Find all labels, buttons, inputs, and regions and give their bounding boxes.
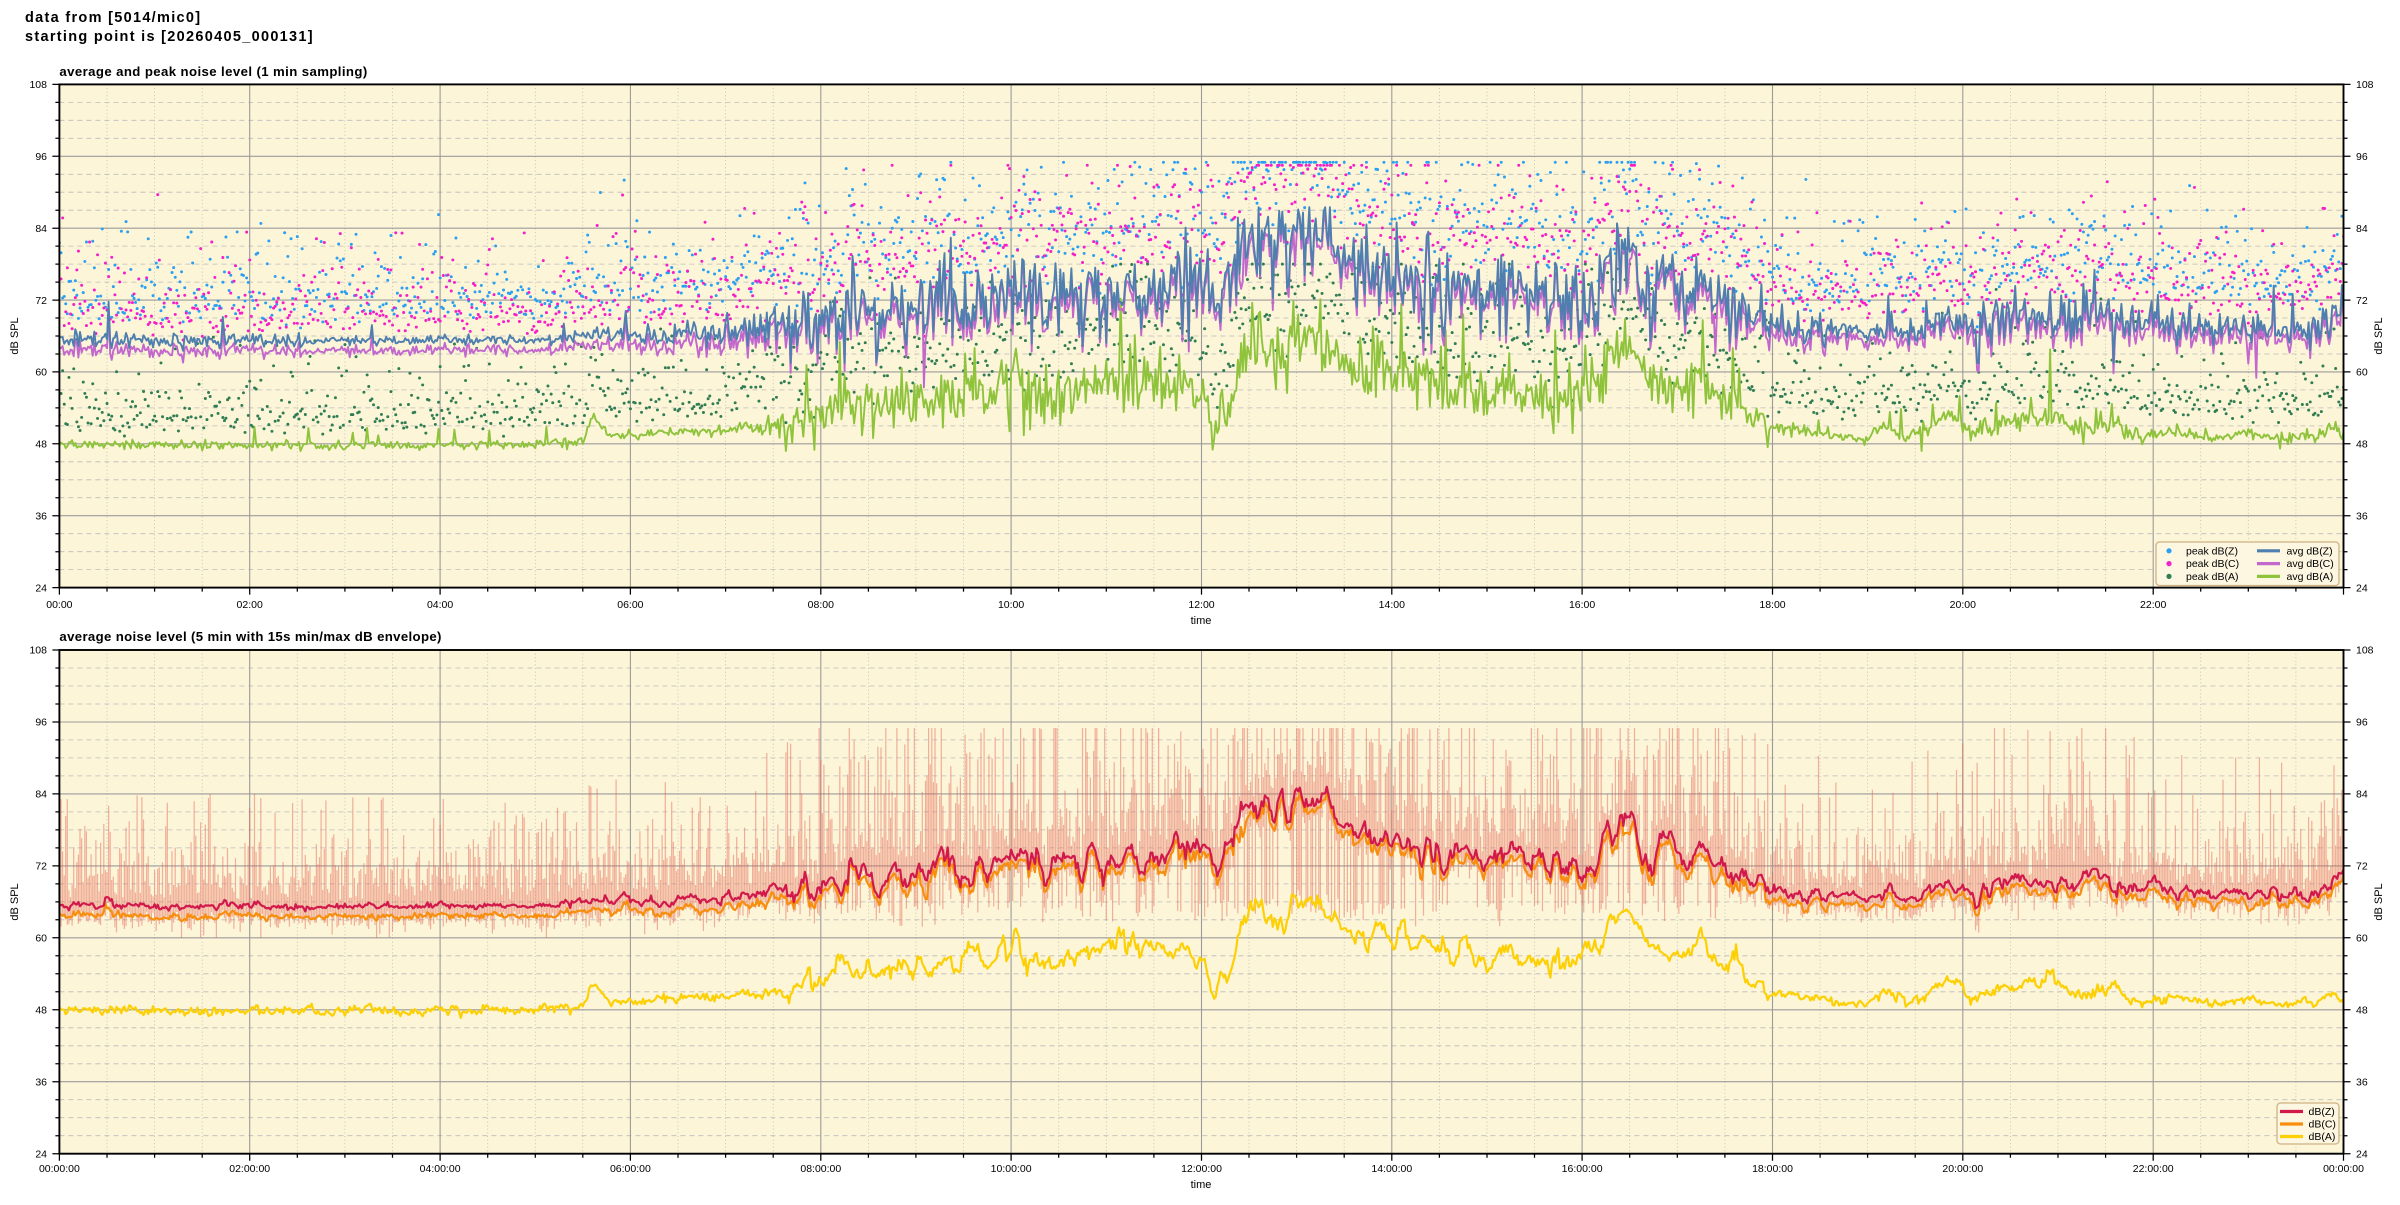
- svg-text:10:00: 10:00: [998, 599, 1024, 611]
- svg-text:12:00: 12:00: [1188, 599, 1214, 611]
- svg-text:02:00:00: 02:00:00: [229, 1163, 270, 1175]
- svg-text:36: 36: [2356, 1076, 2368, 1088]
- svg-text:02:00: 02:00: [237, 599, 263, 611]
- svg-text:dB(A): dB(A): [2309, 1131, 2336, 1143]
- svg-text:84: 84: [35, 223, 47, 235]
- svg-text:00:00: 00:00: [46, 599, 72, 611]
- svg-text:24: 24: [2356, 1148, 2368, 1160]
- svg-text:36: 36: [35, 1076, 47, 1088]
- svg-text:dB SPL: dB SPL: [2373, 883, 2385, 920]
- svg-text:00:00:00: 00:00:00: [2323, 1163, 2364, 1175]
- svg-text:84: 84: [2356, 223, 2368, 235]
- svg-text:peak dB(C): peak dB(C): [2186, 558, 2239, 570]
- svg-text:08:00: 08:00: [808, 599, 834, 611]
- svg-text:time: time: [1191, 1179, 1212, 1191]
- svg-text:06:00:00: 06:00:00: [610, 1163, 651, 1175]
- svg-text:108: 108: [2356, 79, 2374, 91]
- svg-text:60: 60: [35, 367, 47, 379]
- svg-text:72: 72: [35, 861, 47, 873]
- svg-text:22:00: 22:00: [2140, 599, 2166, 611]
- svg-text:108: 108: [29, 79, 47, 91]
- svg-text:22:00:00: 22:00:00: [2133, 1163, 2174, 1175]
- svg-text:60: 60: [2356, 933, 2368, 945]
- svg-text:avg dB(C): avg dB(C): [2287, 558, 2334, 570]
- svg-text:06:00: 06:00: [617, 599, 643, 611]
- svg-text:data from [5014/mic0]: data from [5014/mic0]: [25, 10, 201, 26]
- svg-text:48: 48: [35, 1005, 47, 1017]
- svg-text:average noise level (5 min wit: average noise level (5 min with 15s min/…: [59, 629, 441, 644]
- svg-text:96: 96: [2356, 717, 2368, 729]
- svg-text:18:00:00: 18:00:00: [1752, 1163, 1793, 1175]
- svg-text:84: 84: [2356, 789, 2368, 801]
- svg-text:dB(C): dB(C): [2309, 1119, 2336, 1131]
- svg-text:dB SPL: dB SPL: [2373, 317, 2385, 354]
- svg-text:108: 108: [29, 645, 47, 657]
- svg-text:14:00: 14:00: [1379, 599, 1405, 611]
- svg-text:12:00:00: 12:00:00: [1181, 1163, 1222, 1175]
- svg-text:dB SPL: dB SPL: [9, 317, 21, 354]
- svg-text:20:00: 20:00: [1950, 599, 1976, 611]
- svg-text:10:00:00: 10:00:00: [991, 1163, 1032, 1175]
- svg-text:average and peak noise level (: average and peak noise level (1 min samp…: [59, 64, 367, 79]
- svg-text:108: 108: [2356, 645, 2374, 657]
- svg-text:18:00: 18:00: [1759, 599, 1785, 611]
- svg-text:36: 36: [2356, 510, 2368, 522]
- svg-text:starting point is [20260405_00: starting point is [20260405_000131]: [25, 29, 314, 45]
- svg-text:72: 72: [2356, 861, 2368, 873]
- svg-text:60: 60: [35, 933, 47, 945]
- svg-text:96: 96: [35, 151, 47, 163]
- svg-text:96: 96: [35, 717, 47, 729]
- svg-text:72: 72: [2356, 295, 2368, 307]
- svg-text:48: 48: [2356, 1005, 2368, 1017]
- svg-text:20:00:00: 20:00:00: [1942, 1163, 1983, 1175]
- svg-text:16:00: 16:00: [1569, 599, 1595, 611]
- svg-text:48: 48: [35, 439, 47, 451]
- svg-text:peak dB(Z): peak dB(Z): [2186, 545, 2238, 557]
- svg-text:36: 36: [35, 510, 47, 522]
- svg-text:00:00:00: 00:00:00: [39, 1163, 80, 1175]
- svg-text:04:00:00: 04:00:00: [420, 1163, 461, 1175]
- svg-text:16:00:00: 16:00:00: [1562, 1163, 1603, 1175]
- svg-text:48: 48: [2356, 439, 2368, 451]
- svg-text:96: 96: [2356, 151, 2368, 163]
- svg-text:60: 60: [2356, 367, 2368, 379]
- svg-text:avg dB(A): avg dB(A): [2287, 571, 2334, 583]
- svg-text:avg dB(Z): avg dB(Z): [2287, 545, 2333, 557]
- svg-text:peak dB(A): peak dB(A): [2186, 571, 2239, 583]
- svg-text:24: 24: [35, 1148, 47, 1160]
- svg-text:84: 84: [35, 789, 47, 801]
- svg-text:time: time: [1191, 615, 1212, 627]
- svg-text:04:00: 04:00: [427, 599, 453, 611]
- svg-text:24: 24: [35, 582, 47, 594]
- svg-text:14:00:00: 14:00:00: [1371, 1163, 1412, 1175]
- svg-text:24: 24: [2356, 582, 2368, 594]
- svg-text:dB SPL: dB SPL: [9, 883, 21, 920]
- svg-text:72: 72: [35, 295, 47, 307]
- svg-text:dB(Z): dB(Z): [2309, 1106, 2335, 1118]
- svg-text:08:00:00: 08:00:00: [800, 1163, 841, 1175]
